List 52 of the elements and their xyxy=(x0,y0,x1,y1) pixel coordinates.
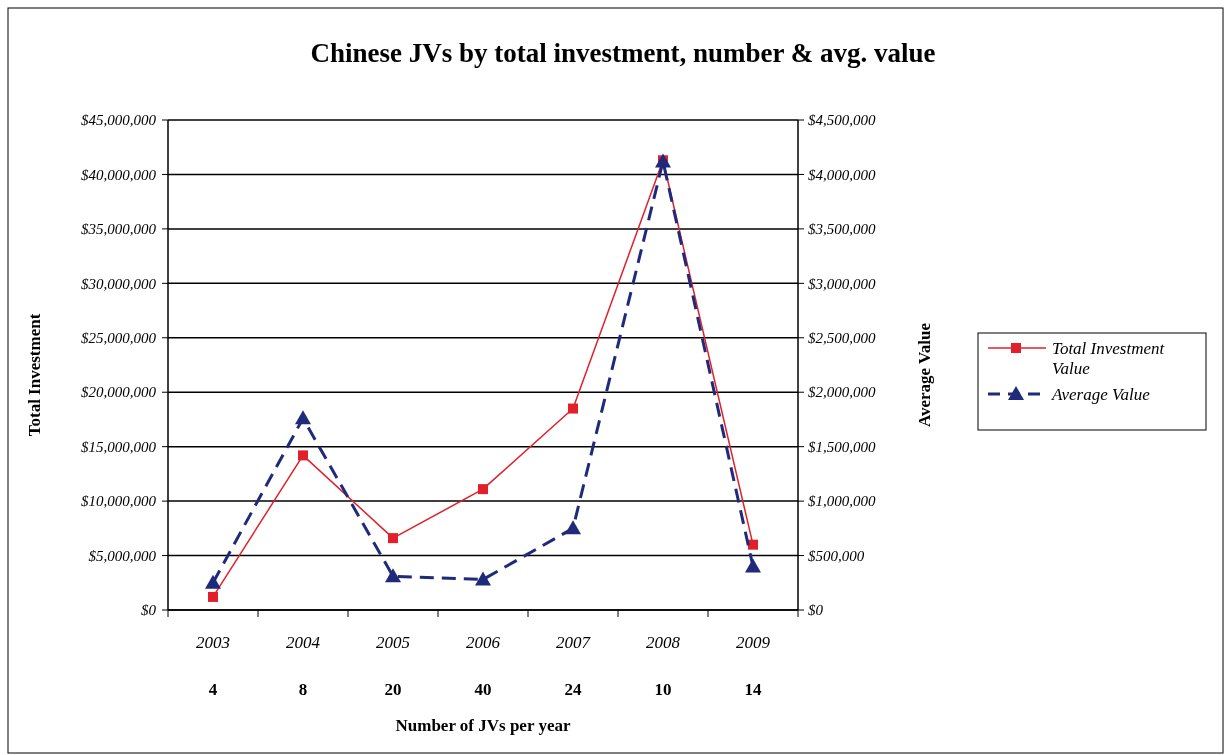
y2-tick-label: $4,000,000 xyxy=(808,166,876,183)
x-tick-label: 2007 xyxy=(556,633,592,652)
text: 24 xyxy=(564,680,582,699)
y2-tick-label: $4,500,000 xyxy=(808,112,876,129)
x-tick-label: 2008 xyxy=(646,633,681,652)
point xyxy=(475,571,491,586)
point xyxy=(748,539,758,550)
legend-label: Total Investment Value xyxy=(1052,338,1166,379)
text: 20 xyxy=(384,680,402,699)
text: 14 xyxy=(744,680,762,699)
text: 4 xyxy=(208,680,218,699)
y2-tick-label: $1,000,000 xyxy=(808,493,876,510)
point xyxy=(298,450,308,461)
point xyxy=(565,520,581,535)
y-tick-label: $25,000,000 xyxy=(81,330,157,347)
x-tick-label: 2009 xyxy=(736,633,771,652)
x-axis-title: Number of JVs per year xyxy=(395,716,571,735)
y2-tick-label: $1,500,000 xyxy=(808,438,876,455)
y-tick-label: $30,000,000 xyxy=(81,275,157,292)
point xyxy=(388,533,398,544)
y2-tick-label: $2,000,000 xyxy=(808,384,876,401)
y-tick-label: $35,000,000 xyxy=(81,221,157,238)
y2-axis-title: Average Value xyxy=(915,322,934,428)
point xyxy=(385,568,401,583)
point xyxy=(568,403,578,414)
x-tick-label: 2005 xyxy=(376,633,410,652)
y2-tick-label: $0 xyxy=(808,602,824,619)
y2-tick-label: $3,500,000 xyxy=(808,221,876,238)
y-tick-label: $0 xyxy=(141,602,157,619)
point xyxy=(205,574,221,589)
legend-label: Average Value xyxy=(1051,384,1151,404)
x-tick-label: 2006 xyxy=(466,633,501,652)
x-tick-label: 2004 xyxy=(286,633,321,652)
y-tick-label: $5,000,000 xyxy=(88,547,157,564)
text: 10 xyxy=(654,680,672,699)
y2-tick-label: $3,000,000 xyxy=(808,275,876,292)
text: 8 xyxy=(298,680,308,699)
y2-tick-label: $2,500,000 xyxy=(808,330,876,347)
point xyxy=(295,410,311,425)
y-tick-label: $10,000,000 xyxy=(81,493,157,510)
y2-tick-label: $500,000 xyxy=(808,547,865,564)
y-tick-label: $20,000,000 xyxy=(81,384,157,401)
chart-title: Chinese JVs by total investment, number & avg. value xyxy=(310,38,936,68)
y-axis-title: Total Investment xyxy=(25,313,44,437)
point xyxy=(478,484,488,495)
point xyxy=(745,558,761,573)
y-tick-label: $15,000,000 xyxy=(81,438,157,455)
text: 40 xyxy=(474,680,492,699)
point xyxy=(208,591,218,602)
y-tick-label: $45,000,000 xyxy=(81,112,157,129)
y-tick-label: $40,000,000 xyxy=(81,166,157,183)
x-tick-label: 2003 xyxy=(196,633,230,652)
